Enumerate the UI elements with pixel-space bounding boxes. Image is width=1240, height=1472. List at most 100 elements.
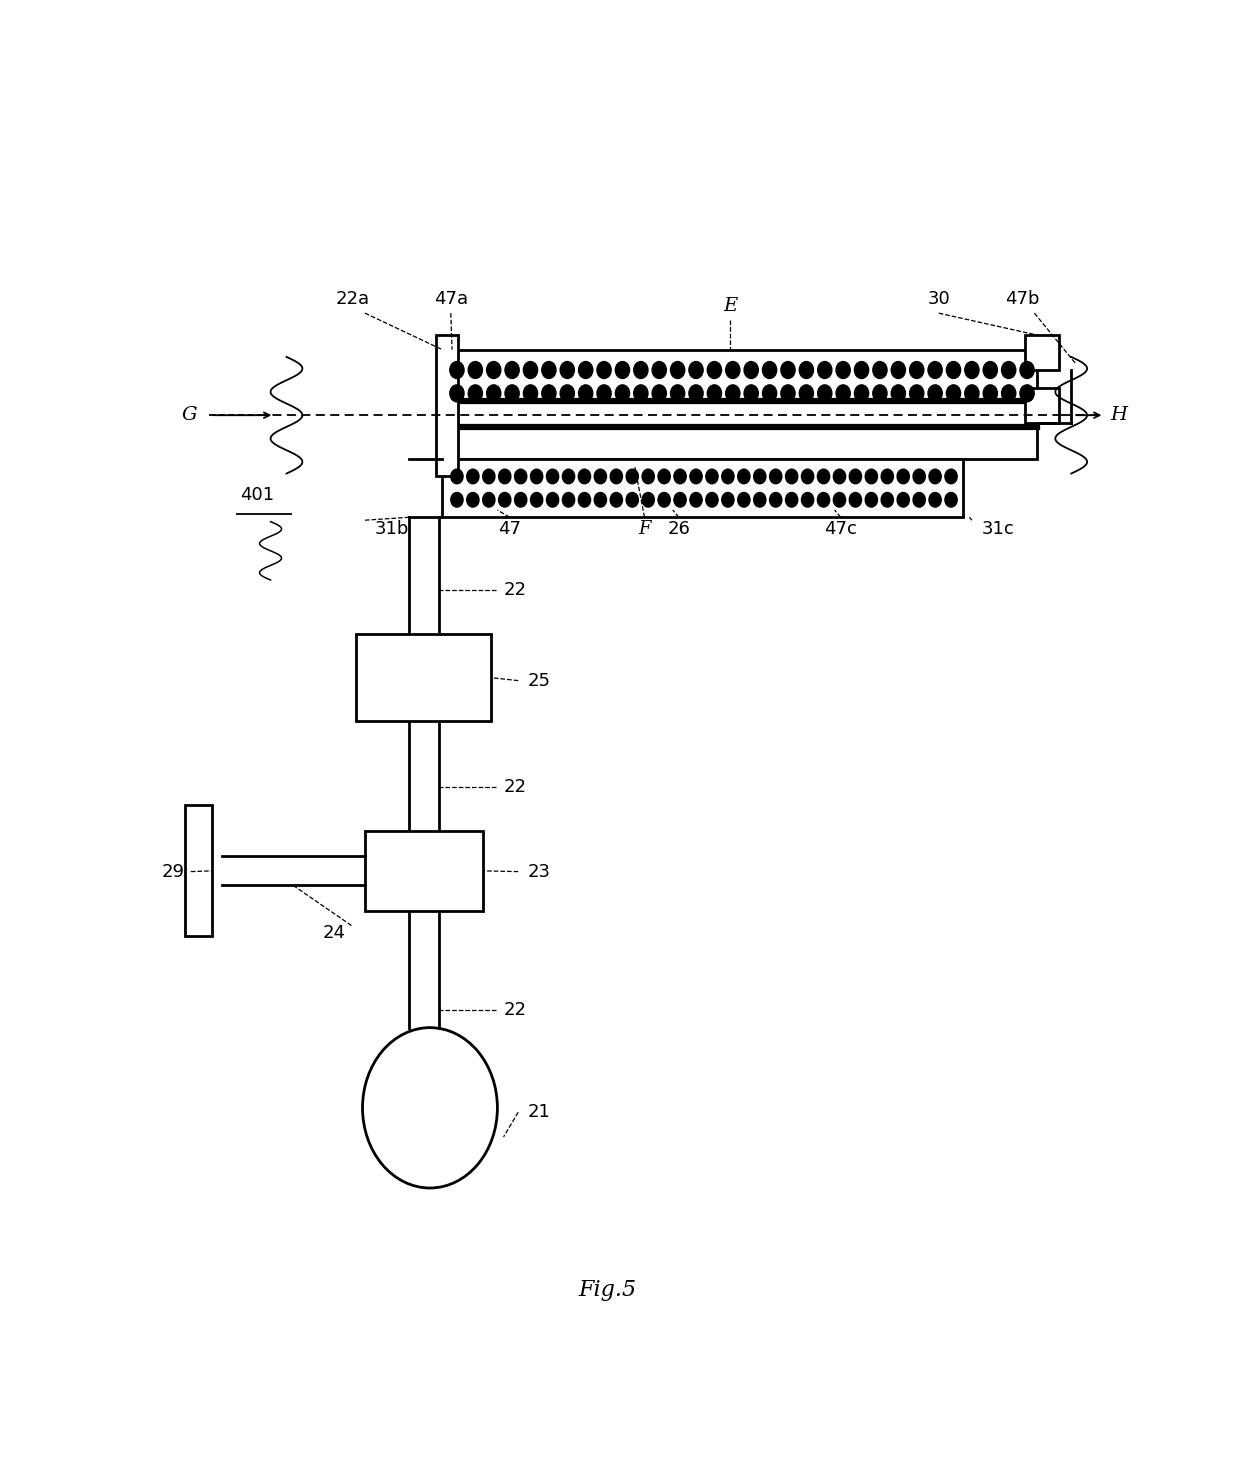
- Circle shape: [785, 470, 797, 484]
- Circle shape: [560, 384, 574, 402]
- Circle shape: [836, 384, 851, 402]
- Circle shape: [854, 384, 869, 402]
- Circle shape: [706, 470, 718, 484]
- Text: 22: 22: [503, 1001, 527, 1019]
- Circle shape: [866, 493, 878, 506]
- Bar: [443, 459, 963, 517]
- Circle shape: [505, 362, 520, 378]
- Circle shape: [929, 493, 941, 506]
- Text: 25: 25: [528, 671, 551, 689]
- Circle shape: [892, 384, 905, 402]
- Circle shape: [547, 493, 559, 506]
- Circle shape: [626, 470, 639, 484]
- Bar: [185, 805, 212, 936]
- Circle shape: [658, 470, 671, 484]
- Text: Fig.5: Fig.5: [579, 1279, 637, 1301]
- Circle shape: [913, 493, 925, 506]
- Circle shape: [754, 470, 766, 484]
- Circle shape: [515, 493, 527, 506]
- Circle shape: [817, 362, 832, 378]
- Circle shape: [763, 384, 776, 402]
- Circle shape: [910, 362, 924, 378]
- Text: F: F: [639, 520, 651, 537]
- Circle shape: [833, 470, 846, 484]
- Circle shape: [560, 362, 574, 378]
- Circle shape: [579, 384, 593, 402]
- Circle shape: [675, 493, 686, 506]
- Circle shape: [594, 493, 606, 506]
- Text: 47a: 47a: [434, 290, 467, 308]
- Circle shape: [451, 493, 463, 506]
- Circle shape: [642, 493, 655, 506]
- Circle shape: [451, 470, 463, 484]
- Circle shape: [817, 384, 832, 402]
- Circle shape: [596, 384, 611, 402]
- Circle shape: [833, 493, 846, 506]
- Circle shape: [610, 470, 622, 484]
- Circle shape: [781, 384, 795, 402]
- Bar: [365, 830, 482, 911]
- Circle shape: [610, 493, 622, 506]
- Circle shape: [928, 362, 942, 378]
- Circle shape: [873, 362, 887, 378]
- Circle shape: [965, 362, 980, 378]
- Circle shape: [913, 470, 925, 484]
- Circle shape: [706, 493, 718, 506]
- Circle shape: [873, 384, 887, 402]
- Text: 22: 22: [503, 779, 527, 796]
- Circle shape: [707, 362, 722, 378]
- Circle shape: [652, 362, 666, 378]
- Circle shape: [671, 362, 684, 378]
- Circle shape: [744, 362, 759, 378]
- Circle shape: [652, 384, 666, 402]
- Circle shape: [626, 493, 639, 506]
- Circle shape: [965, 384, 980, 402]
- Circle shape: [542, 384, 556, 402]
- Circle shape: [785, 493, 797, 506]
- Bar: [443, 350, 1037, 459]
- Circle shape: [983, 362, 997, 378]
- Circle shape: [482, 493, 495, 506]
- Circle shape: [466, 470, 479, 484]
- Circle shape: [642, 470, 655, 484]
- Circle shape: [547, 470, 559, 484]
- Text: 22: 22: [503, 581, 527, 599]
- Circle shape: [854, 362, 869, 378]
- Text: 47c: 47c: [825, 520, 857, 537]
- Circle shape: [836, 362, 851, 378]
- Circle shape: [498, 493, 511, 506]
- Circle shape: [658, 493, 671, 506]
- Circle shape: [675, 470, 686, 484]
- Circle shape: [634, 384, 649, 402]
- Circle shape: [563, 493, 574, 506]
- Circle shape: [781, 362, 795, 378]
- Circle shape: [634, 362, 649, 378]
- Circle shape: [892, 362, 905, 378]
- Circle shape: [671, 384, 684, 402]
- Bar: [1024, 336, 1059, 369]
- Text: 31b: 31b: [374, 520, 409, 537]
- Circle shape: [897, 470, 909, 484]
- Circle shape: [754, 493, 766, 506]
- Circle shape: [897, 493, 909, 506]
- Circle shape: [486, 384, 501, 402]
- Circle shape: [486, 362, 501, 378]
- Circle shape: [578, 493, 590, 506]
- Circle shape: [450, 362, 464, 378]
- Circle shape: [800, 362, 813, 378]
- Circle shape: [1002, 384, 1016, 402]
- Circle shape: [849, 493, 862, 506]
- Bar: [356, 634, 491, 721]
- Circle shape: [722, 493, 734, 506]
- Circle shape: [523, 384, 538, 402]
- Text: 21: 21: [528, 1103, 551, 1122]
- Circle shape: [882, 470, 894, 484]
- Circle shape: [725, 384, 740, 402]
- Circle shape: [615, 362, 630, 378]
- Circle shape: [770, 493, 782, 506]
- Circle shape: [945, 493, 957, 506]
- Circle shape: [689, 493, 702, 506]
- Circle shape: [929, 470, 941, 484]
- Circle shape: [531, 493, 543, 506]
- Text: 26: 26: [667, 520, 691, 537]
